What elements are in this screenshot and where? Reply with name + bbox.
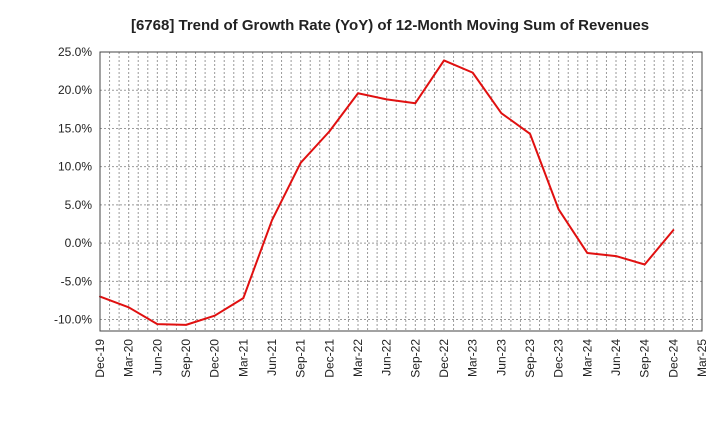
x-tick-label: Dec-20 — [208, 339, 222, 378]
y-tick-label: -10.0% — [54, 313, 92, 327]
y-tick-label: 10.0% — [58, 160, 92, 174]
y-tick-label: 25.0% — [58, 45, 92, 59]
x-tick-label: Sep-24 — [638, 339, 652, 378]
series-layer — [99, 59, 675, 326]
x-tick-label: Sep-21 — [294, 339, 308, 378]
x-tick-label: Mar-21 — [236, 339, 250, 377]
x-tick-label: Dec-23 — [552, 339, 566, 378]
y-tick-label: 5.0% — [65, 198, 93, 212]
x-tick-label: Sep-22 — [408, 339, 422, 378]
x-axis-ticks: Dec-19 Mar-20 Jun-20 Sep-20 Dec-20 Mar-21 Jun-… — [93, 339, 709, 378]
grid — [100, 51, 702, 331]
x-tick-label: Mar-23 — [466, 339, 480, 377]
x-tick-label: Mar-25 — [695, 339, 709, 377]
y-tick-label: 15.0% — [58, 121, 92, 135]
x-tick-label: Sep-20 — [179, 339, 193, 378]
x-tick-label: Dec-19 — [93, 339, 107, 378]
y-tick-label: 20.0% — [58, 83, 92, 97]
plot-frame — [99, 51, 703, 332]
x-tick-label: Sep-23 — [523, 339, 537, 378]
x-tick-label: Jun-22 — [380, 339, 394, 376]
x-tick-label: Mar-20 — [122, 339, 136, 377]
x-tick-label: Jun-21 — [265, 339, 279, 376]
x-tick-label: Dec-21 — [322, 339, 336, 378]
x-tick-label: Dec-24 — [666, 339, 680, 378]
series-line — [99, 59, 675, 326]
x-tick-label: Dec-22 — [437, 339, 451, 378]
x-tick-label: Jun-20 — [150, 339, 164, 376]
x-tick-label: Mar-22 — [351, 339, 365, 377]
x-tick-label: Mar-24 — [580, 339, 594, 377]
y-tick-label: 0.0% — [65, 236, 93, 250]
x-tick-label: Jun-24 — [609, 339, 623, 376]
y-tick-label: -5.0% — [61, 274, 93, 288]
x-tick-label: Jun-23 — [494, 339, 508, 376]
y-axis-ticks: 25.0% 20.0% 15.0% 10.0% 5.0% 0.0% -5.0% -10.0% — [54, 45, 92, 327]
chart-title: [6768] Trend of Growth Rate (YoY) of 12-… — [131, 17, 649, 34]
